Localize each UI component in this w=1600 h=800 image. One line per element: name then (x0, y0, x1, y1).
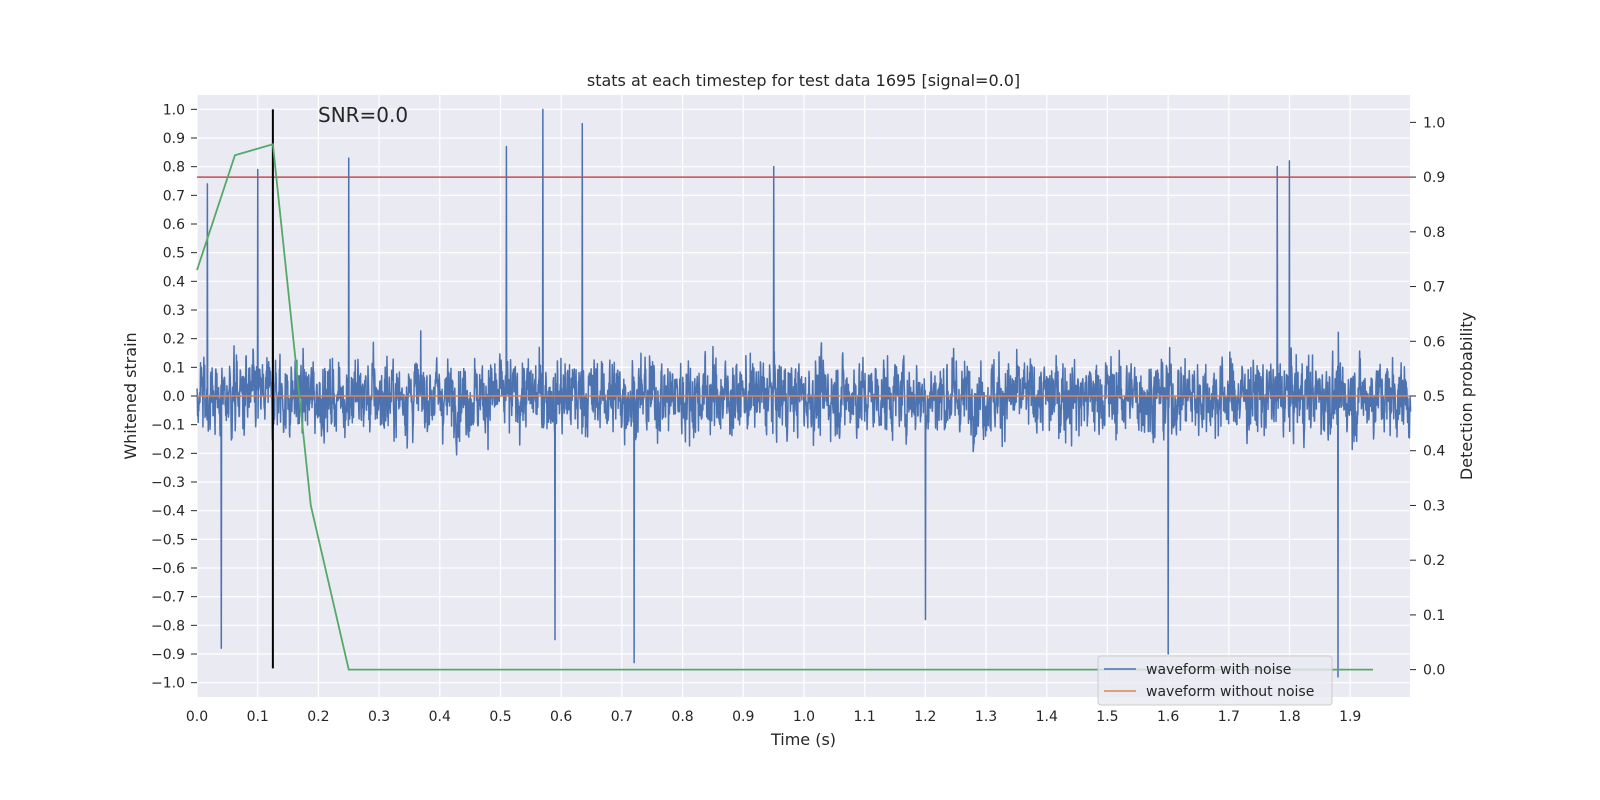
x-tick-label: 1.7 (1218, 709, 1240, 725)
y-axis-ticks: 1.0 0.9 0.8 0.7 0.6 0.5 0.4 0.3 0.2 0.1 0.0 −0.1 −0.… (151, 102, 197, 692)
y-tick-label: 0.7 (163, 188, 185, 204)
x-tick-label: 0.3 (368, 709, 390, 725)
y-axis-label: Whitened strain (121, 332, 140, 459)
legend-entry-waveform-without-noise: waveform without noise (1146, 684, 1314, 700)
y2-axis-label: Detection probability (1457, 312, 1476, 480)
y2-tick-label: 0.1 (1423, 608, 1445, 624)
x-axis-label: Time (s) (770, 730, 836, 749)
x-tick-label: 1.0 (793, 709, 815, 725)
series-waveform-with-noise (196, 108, 1412, 678)
y2-tick-label: 0.4 (1423, 444, 1445, 460)
chart-title: stats at each timestep for test data 169… (587, 71, 1020, 90)
snr-annotation: SNR=0.0 (318, 103, 408, 127)
x-tick-label: 0.2 (307, 709, 329, 725)
legend: waveform with noise waveform without noi… (1097, 655, 1333, 706)
x-tick-label: 0.7 (611, 709, 633, 725)
x-tick-label: 1.2 (914, 709, 936, 725)
y-tick-label: −1.0 (151, 676, 185, 692)
y-tick-label: −0.2 (151, 446, 185, 462)
y-tick-label: 0.9 (163, 131, 185, 147)
y2-tick-label: 0.8 (1423, 225, 1445, 241)
y2-tick-label: 0.9 (1423, 170, 1445, 186)
y-tick-label: 0.2 (163, 332, 185, 348)
x-tick-label: 0.5 (489, 709, 511, 725)
x-tick-label: 0.6 (550, 709, 572, 725)
y2-tick-label: 0.7 (1423, 280, 1445, 296)
y-tick-label: 0.5 (163, 246, 185, 262)
x-tick-label: 1.9 (1339, 709, 1361, 725)
x-tick-label: 0.1 (247, 709, 269, 725)
series-line-detection-probability (196, 143, 1373, 671)
y-tick-label: 0.0 (163, 389, 185, 405)
legend-entry-waveform-with-noise: waveform with noise (1146, 662, 1291, 678)
y-tick-label: 0.1 (163, 360, 185, 376)
y-tick-label: −0.5 (151, 532, 185, 548)
y-tick-label: 1.0 (163, 102, 185, 118)
y-tick-label: −0.9 (151, 647, 185, 663)
y-tick-label: −0.6 (151, 561, 185, 577)
y-tick-label: 0.3 (163, 303, 185, 319)
y2-tick-label: 1.0 (1423, 115, 1445, 131)
y2-tick-label: 0.5 (1423, 389, 1445, 405)
x-tick-label: 0.4 (429, 709, 451, 725)
overlay-lines (196, 109, 1410, 671)
series-line-waveform-with-noise (196, 108, 1412, 678)
y-tick-label: −0.7 (151, 590, 185, 606)
y-tick-label: −0.8 (151, 618, 185, 634)
x-tick-label: 1.8 (1278, 709, 1300, 725)
x-axis-ticks: 0.0 0.1 0.2 0.3 0.4 0.5 0.6 0.7 0.8 0.9 1.0 1.1 1.2 1… (186, 709, 1361, 725)
y-tick-label: 0.8 (163, 160, 185, 176)
x-tick-label: 1.4 (1036, 709, 1058, 725)
y-tick-label: −0.1 (151, 418, 185, 434)
y-tick-label: −0.3 (151, 475, 185, 491)
y2-tick-label: 0.2 (1423, 553, 1445, 569)
y-tick-label: 0.4 (163, 274, 185, 290)
x-tick-label: 0.8 (671, 709, 693, 725)
y2-axis-ticks: 0.0 0.1 0.2 0.3 0.4 0.5 0.6 0.7 0.8 0.9 1.0 (1410, 115, 1445, 679)
x-tick-label: 0.0 (186, 709, 208, 725)
y-tick-label: −0.4 (151, 504, 185, 520)
legend-box (1097, 655, 1333, 706)
x-tick-label: 1.3 (975, 709, 997, 725)
y2-tick-label: 0.6 (1423, 334, 1445, 350)
x-tick-label: 1.5 (1096, 709, 1118, 725)
y2-tick-label: 0.3 (1423, 498, 1445, 514)
x-tick-label: 1.6 (1157, 709, 1179, 725)
x-tick-label: 0.9 (732, 709, 754, 725)
x-tick-label: 1.1 (854, 709, 876, 725)
y-tick-label: 0.6 (163, 217, 185, 233)
y2-tick-label: 0.0 (1423, 663, 1445, 679)
